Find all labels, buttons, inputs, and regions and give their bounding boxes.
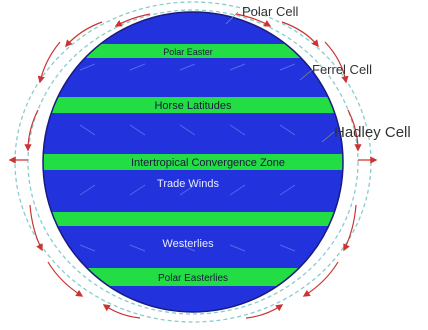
label-polar-cell: Polar Cell — [242, 4, 299, 19]
leader-polar — [225, 11, 239, 25]
band-lower — [43, 212, 343, 226]
arrow-w-1 — [24, 109, 39, 152]
arrow-s-1 — [102, 304, 141, 319]
arrow-nw-2 — [65, 21, 103, 48]
arrow-sw-1 — [29, 204, 43, 252]
label-ferrel-cell: Ferrel Cell — [312, 62, 372, 77]
label-polar-easterlies-bottom: Polar Easterlies — [158, 273, 228, 284]
arrow-e-1 — [347, 109, 362, 152]
label-hadley-cell: Hadley Cell — [334, 124, 411, 141]
globe-outline — [42, 11, 344, 313]
circulation-arrows — [8, 13, 378, 319]
label-trade-winds: Trade Winds — [157, 178, 219, 190]
arrow-se-1 — [343, 204, 357, 252]
inner-circulation-ring — [27, 9, 359, 315]
label-polar-easterlies-top: Polar Easter — [163, 47, 213, 57]
label-horse-latitudes: Horse Latitudes — [154, 100, 232, 112]
arrow-se-2 — [302, 261, 339, 297]
arrow-ne-1 — [281, 21, 319, 48]
arrow-nw-1 — [37, 41, 61, 84]
band-polar-easterlies-bottom — [43, 268, 343, 286]
arrow-ne-2 — [324, 41, 349, 84]
arrow-s-2 — [245, 304, 284, 319]
band-horse-latitudes — [43, 97, 343, 113]
globe — [43, 12, 343, 312]
leader-lines — [225, 11, 335, 143]
label-itcz: Intertropical Convergence Zone — [131, 157, 285, 169]
label-westerlies: Westerlies — [162, 238, 214, 250]
arrow-sw-2 — [47, 261, 84, 297]
arrow-n-2 — [235, 13, 272, 27]
band-itcz — [43, 154, 343, 170]
band-polar-easterlies-top — [43, 44, 343, 58]
wind-marks — [79, 63, 296, 252]
arrow-n-1 — [114, 13, 151, 27]
leader-ferrel — [299, 69, 313, 81]
leader-hadley — [321, 131, 335, 143]
